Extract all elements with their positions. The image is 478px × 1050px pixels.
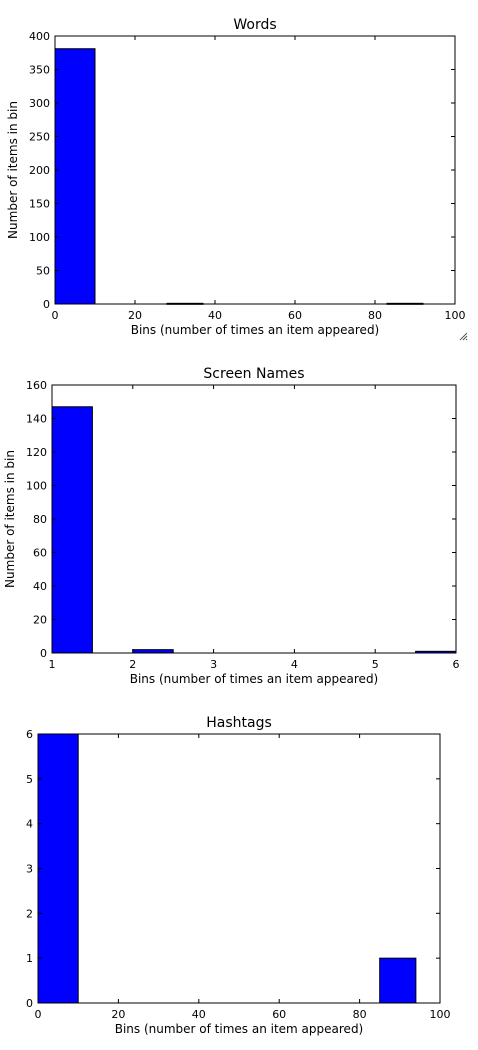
x-tick-label: 1: [49, 658, 56, 671]
y-tick-label: 20: [33, 614, 47, 627]
x-tick-label: 20: [111, 1008, 125, 1021]
resize-grip-icon[interactable]: [459, 332, 468, 341]
x-axis-label: Bins (number of times an item appeared): [130, 672, 379, 686]
x-tick-label: 40: [192, 1008, 206, 1021]
x-tick-label: 60: [272, 1008, 286, 1021]
x-tick-label: 5: [372, 658, 379, 671]
y-tick-label: 3: [26, 863, 33, 876]
y-tick-label: 120: [26, 446, 47, 459]
x-axis-label: Bins (number of times an item appeared): [131, 323, 380, 337]
hashtags-histogram: 0 20 40 60 80 100 0 1 2 3 4 5 6 Hashtags Bins (number …: [0, 715, 451, 1036]
histogram-bar: [37, 733, 79, 1004]
chart-title: Words: [233, 17, 276, 33]
y-tick-label: 50: [36, 265, 50, 278]
x-tick-label: 80: [368, 309, 382, 322]
y-tick-label: 350: [29, 64, 50, 77]
x-tick-label: 100: [430, 1008, 451, 1021]
x-tick-label: 80: [353, 1008, 367, 1021]
y-tick-label: 160: [26, 379, 47, 392]
y-tick-label: 200: [29, 164, 50, 177]
x-tick-label: 0: [35, 1008, 42, 1021]
x-tick-label: 2: [129, 658, 136, 671]
chart-title: Screen Names: [203, 366, 304, 382]
y-tick-label: 80: [33, 513, 47, 526]
words-histogram: 0 20 40 60 80 100 0 50 100 150 200 250 300 350 400 Word…: [6, 17, 466, 337]
x-tick-label: 4: [291, 658, 298, 671]
histogram-bar: [379, 957, 417, 1004]
x-axis-label: Bins (number of times an item appeared): [115, 1022, 364, 1036]
x-tick-label: 0: [52, 309, 59, 322]
y-tick-label: 100: [29, 231, 50, 244]
y-tick-label: 150: [29, 198, 50, 211]
x-tick-label: 20: [128, 309, 142, 322]
x-tick-label: 100: [445, 309, 466, 322]
y-tick-label: 4: [26, 818, 33, 831]
plot-frame: [51, 384, 457, 654]
y-tick-label: 300: [29, 97, 50, 110]
x-tick-label: 3: [210, 658, 217, 671]
y-tick-label: 60: [33, 547, 47, 560]
histogram-bar: [51, 406, 93, 654]
histogram-bar: [132, 649, 174, 654]
y-axis-label: Number of items in bin: [6, 101, 20, 239]
y-axis-label: Number of items in bin: [0, 800, 3, 938]
y-tick-label: 250: [29, 131, 50, 144]
x-tick-label: 6: [453, 658, 460, 671]
y-tick-label: 2: [26, 907, 33, 920]
y-tick-label: 6: [26, 728, 33, 741]
x-tick-label: 40: [208, 309, 222, 322]
y-axis-label: Number of items in bin: [3, 450, 17, 588]
plot-frame: [54, 35, 456, 305]
y-tick-label: 40: [33, 580, 47, 593]
x-tick-label: 60: [288, 309, 302, 322]
y-tick-label: 400: [29, 30, 50, 43]
y-tick-label: 100: [26, 480, 47, 493]
chart-title: Hashtags: [206, 715, 272, 731]
y-tick-label: 0: [43, 298, 50, 311]
y-tick-label: 0: [26, 997, 33, 1010]
y-tick-label: 140: [26, 413, 47, 426]
y-tick-label: 5: [26, 773, 33, 786]
histogram-bar: [54, 48, 96, 305]
y-tick-label: 0: [40, 647, 47, 660]
y-tick-label: 1: [26, 952, 33, 965]
